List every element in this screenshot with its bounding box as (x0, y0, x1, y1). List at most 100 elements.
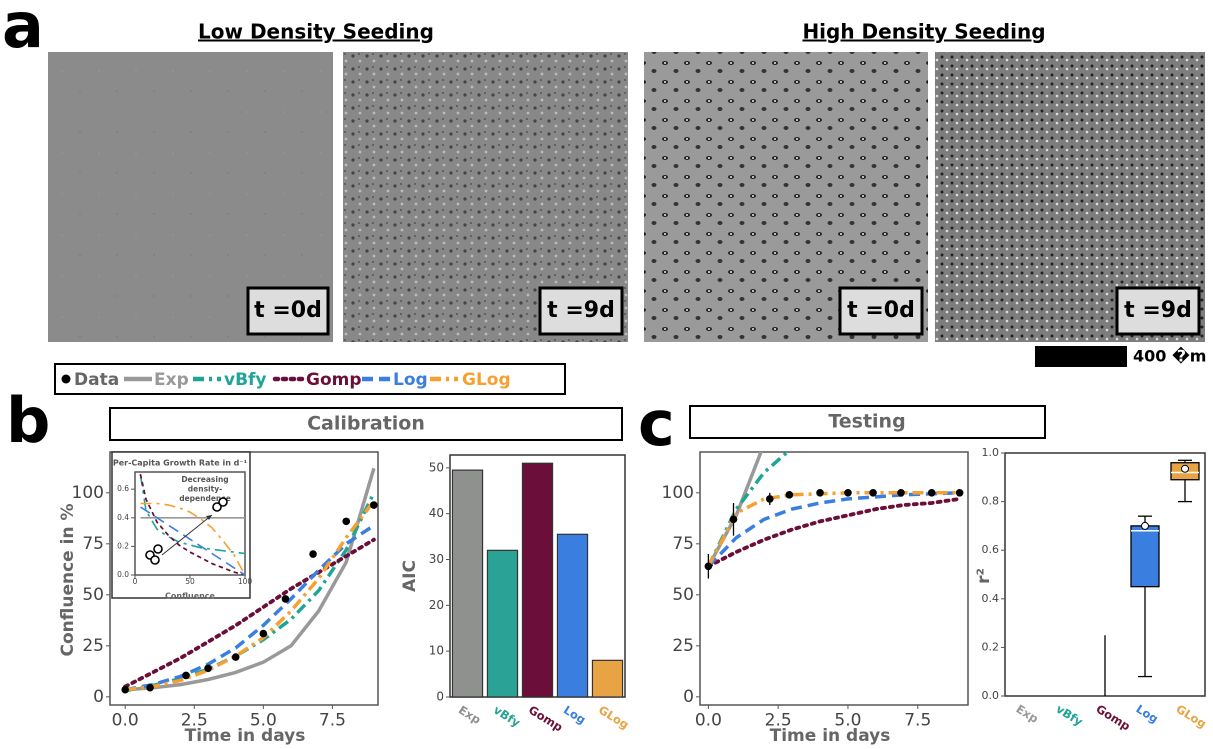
data-point (342, 517, 351, 526)
model-curve (706, 491, 960, 568)
data-point (182, 671, 190, 680)
legend-label: GLog (462, 370, 511, 390)
y-tick-label: 0.2 (982, 640, 1000, 653)
legend-label: Data (74, 370, 119, 390)
chart: Calibration Time in days Confluence in % 0 2… (58, 413, 425, 747)
y-tick-label: 25 (82, 636, 104, 656)
y-tick-label: 10 (429, 644, 444, 658)
y-tick-label: 20 (429, 598, 444, 612)
data-point (816, 489, 824, 497)
x-tick-label: 0.0 (695, 710, 722, 730)
model-curve (125, 499, 376, 692)
data-point (897, 489, 905, 497)
y-tick-label: 40 (429, 506, 444, 520)
cell-icon (218, 497, 228, 507)
x-tick-label: 2.5 (765, 710, 792, 730)
y-tick-label: 0.6 (117, 484, 129, 493)
chart-title: Per-Capita Growth Rate in d⁻¹ (113, 459, 248, 468)
y-axis-label: r² (974, 568, 994, 584)
cell-icon (212, 502, 222, 512)
y-axis-label: Confluence in % (58, 504, 78, 657)
y-tick-label: 25 (672, 636, 694, 656)
scale-bar (1035, 346, 1127, 367)
data-point (704, 562, 713, 571)
data-point (259, 629, 268, 638)
model-curve (125, 467, 376, 692)
model-curve (139, 474, 245, 575)
bar (591, 659, 624, 698)
mean (1181, 464, 1189, 473)
x-tick-label: Log (1134, 702, 1161, 726)
chart: Per-Capita Growth Rate in d⁻¹ Confluence 0… (111, 451, 253, 601)
x-tick-label: Exp (456, 703, 483, 727)
y-axis-label: AIC (400, 560, 420, 592)
time-label: t =9d (1124, 298, 1192, 323)
chart: Testing Time in days 0 25 50 75 100 0.0 2.5 5.0 7.… (662, 411, 969, 746)
legend-label: Exp (154, 370, 189, 390)
mean (1141, 521, 1149, 530)
data-point (204, 664, 212, 673)
y-tick-label: 0.0 (982, 689, 1000, 702)
y-tick-label: 50 (82, 585, 104, 605)
x-tick-label: 2.5 (181, 710, 208, 730)
legend: Data Exp vBfy Gomp Log GLog (61, 370, 511, 390)
panel-label: c (638, 387, 675, 460)
y-tick-label: 50 (429, 460, 444, 474)
chart-title: Testing (828, 411, 905, 433)
y-tick-label: 0.4 (117, 513, 129, 522)
scale-bar-label: 400 �m (1133, 347, 1206, 366)
y-tick-label: 0 (436, 690, 444, 704)
model-curve (139, 474, 245, 555)
annotation-arrow (161, 514, 213, 556)
cell-icon (150, 555, 160, 565)
bar (486, 549, 519, 698)
y-tick-label: 0 (683, 687, 694, 707)
annotation: Decreasing (181, 475, 228, 484)
x-tick-label: Log (561, 703, 588, 727)
annotation: dependence (179, 494, 231, 503)
y-tick-label: 100 (72, 483, 104, 503)
x-tick-label: 50 (185, 577, 195, 586)
x-tick-label: 7.5 (904, 710, 931, 730)
y-tick-label: 75 (672, 534, 694, 554)
bar (556, 533, 589, 698)
title-frame (689, 405, 1046, 439)
data-point (927, 489, 936, 497)
y-tick-label: 0.2 (117, 541, 129, 550)
y-tick-label: 0.8 (982, 495, 1000, 508)
bar (521, 462, 554, 698)
y-tick-label: 0 (93, 687, 104, 707)
plots: Calibration Time in days Confluence in % 0 2… (58, 370, 1209, 747)
time-label: t =0d (847, 298, 915, 323)
x-tick-label: Gomp (1094, 702, 1133, 734)
plot-area (123, 467, 376, 693)
panel-label: b (6, 384, 50, 457)
chart: r² 0.0 0.2 0.4 0.6 0.8 1.0 Exp vBfy Gomp Log GLog (974, 446, 1209, 733)
data-point (844, 489, 852, 497)
plot-area (139, 474, 245, 575)
data-point (281, 595, 290, 603)
image-title: High Density Seeding (802, 20, 1045, 44)
y-tick-label: 100 (662, 483, 694, 503)
arrow-head (206, 515, 212, 520)
legend-label: Log (393, 370, 428, 390)
time-label: t =0d (254, 298, 322, 323)
model-curve (140, 506, 245, 575)
panel-label: a (2, 0, 44, 62)
chart-title: Calibration (307, 413, 425, 435)
x-tick-label: vBfy (491, 703, 523, 730)
y-tick-label: 1.0 (982, 446, 1000, 459)
model-curve (706, 452, 763, 568)
box (1130, 525, 1160, 588)
data-point (765, 495, 774, 503)
legend-label: vBfy (224, 370, 267, 390)
data-point (121, 685, 129, 694)
x-axis-label: Time in days (185, 726, 306, 746)
y-tick-label: 50 (672, 585, 694, 605)
data-point (370, 501, 378, 509)
y-tick-label: 75 (82, 534, 104, 554)
legend-marker (61, 374, 71, 384)
x-tick-label: 100 (238, 577, 253, 586)
